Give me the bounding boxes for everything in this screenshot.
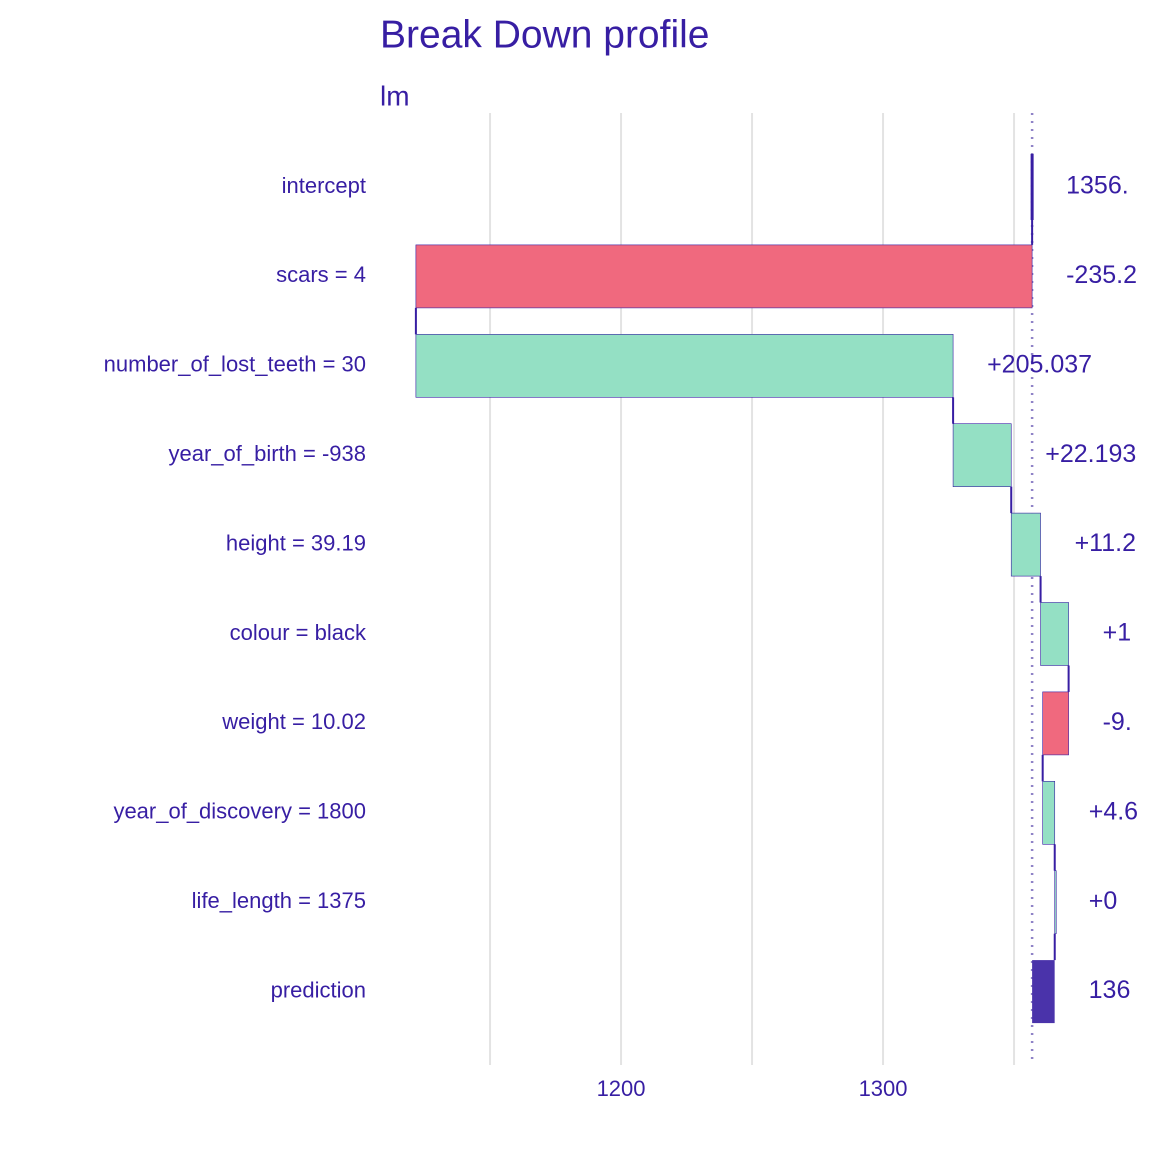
value-label: -9. [1103,708,1132,736]
value-label: +22.193 [1045,440,1136,468]
prediction-bar [1032,960,1055,1024]
row-label: prediction [271,977,366,1002]
bar [1010,512,1041,577]
row-label: height = 39.19 [226,530,366,555]
value-label: +4.6 [1089,797,1138,825]
chart-title: Break Down profile [380,13,709,56]
bar [415,333,954,398]
row-label: year_of_birth = -938 [168,441,366,466]
value-label: 136 [1089,976,1131,1004]
value-label: 1356. [1066,172,1129,200]
value-label: -235.2 [1066,261,1137,289]
row-label: colour = black [230,620,367,645]
bar [1042,691,1069,756]
bar [1042,780,1056,845]
row-label: intercept [282,173,366,198]
x-tick-label: 1200 [597,1076,646,1101]
row-label: number_of_lost_teeth = 30 [104,352,366,377]
value-label: +1 [1103,619,1132,647]
row-label: life_length = 1375 [192,888,366,913]
row-label: weight = 10.02 [221,709,366,734]
bar [415,244,1033,309]
value-label: +205.037 [987,350,1092,378]
bar [952,423,1012,488]
row-label: year_of_discovery = 1800 [113,799,366,824]
chart-subtitle: lm [380,80,410,111]
value-label: +0 [1089,887,1118,915]
row-label: scars = 4 [276,262,366,287]
x-tick-label: 1300 [859,1076,908,1101]
bar [1054,870,1057,935]
bar [1040,602,1069,666]
value-label: +11.2 [1075,529,1136,557]
